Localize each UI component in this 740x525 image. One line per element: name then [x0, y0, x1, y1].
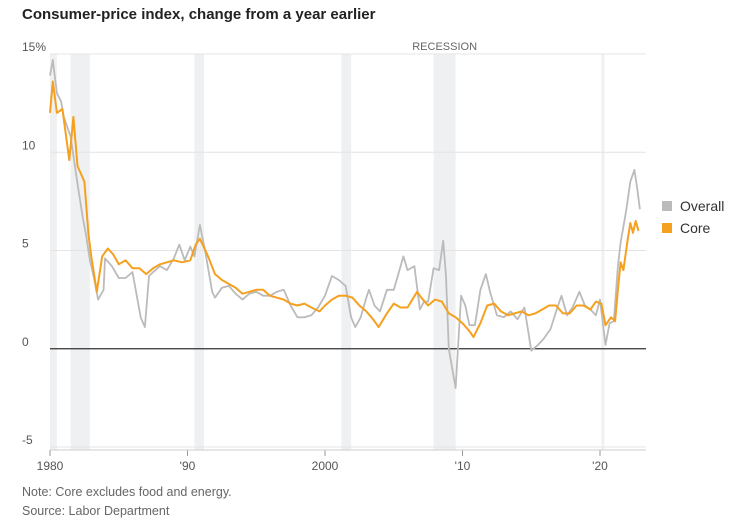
x-tick-label: '90 [180, 459, 196, 473]
series-line-overall [49, 59, 641, 389]
x-tick-label: '10 [455, 459, 471, 473]
x-tick-label: '20 [592, 459, 608, 473]
chart-note: Note: Core excludes food and energy. [22, 485, 232, 499]
recession-band [194, 54, 204, 450]
y-tick-label: 15% [22, 40, 46, 54]
series-line-core [49, 80, 640, 338]
chart-source: Source: Labor Department [22, 504, 170, 518]
legend-label-core: Core [680, 220, 711, 236]
recession-band [70, 54, 90, 450]
y-tick-label: 0 [22, 335, 29, 349]
x-tick-label: 1980 [37, 459, 64, 473]
legend-label-overall: Overall [680, 198, 724, 214]
y-tick-label: 5 [22, 237, 29, 251]
recession-band [601, 54, 605, 450]
recession-band [341, 54, 352, 450]
legend-swatch-core [662, 223, 672, 233]
legend-swatch-overall [662, 201, 672, 211]
chart-title: Consumer-price index, change from a year… [22, 6, 376, 23]
recession-band [50, 54, 57, 450]
y-tick-label: -5 [22, 433, 33, 447]
recession-label: RECESSION [412, 41, 477, 53]
y-tick-label: 10 [22, 138, 36, 152]
x-tick-label: 2000 [312, 459, 339, 473]
